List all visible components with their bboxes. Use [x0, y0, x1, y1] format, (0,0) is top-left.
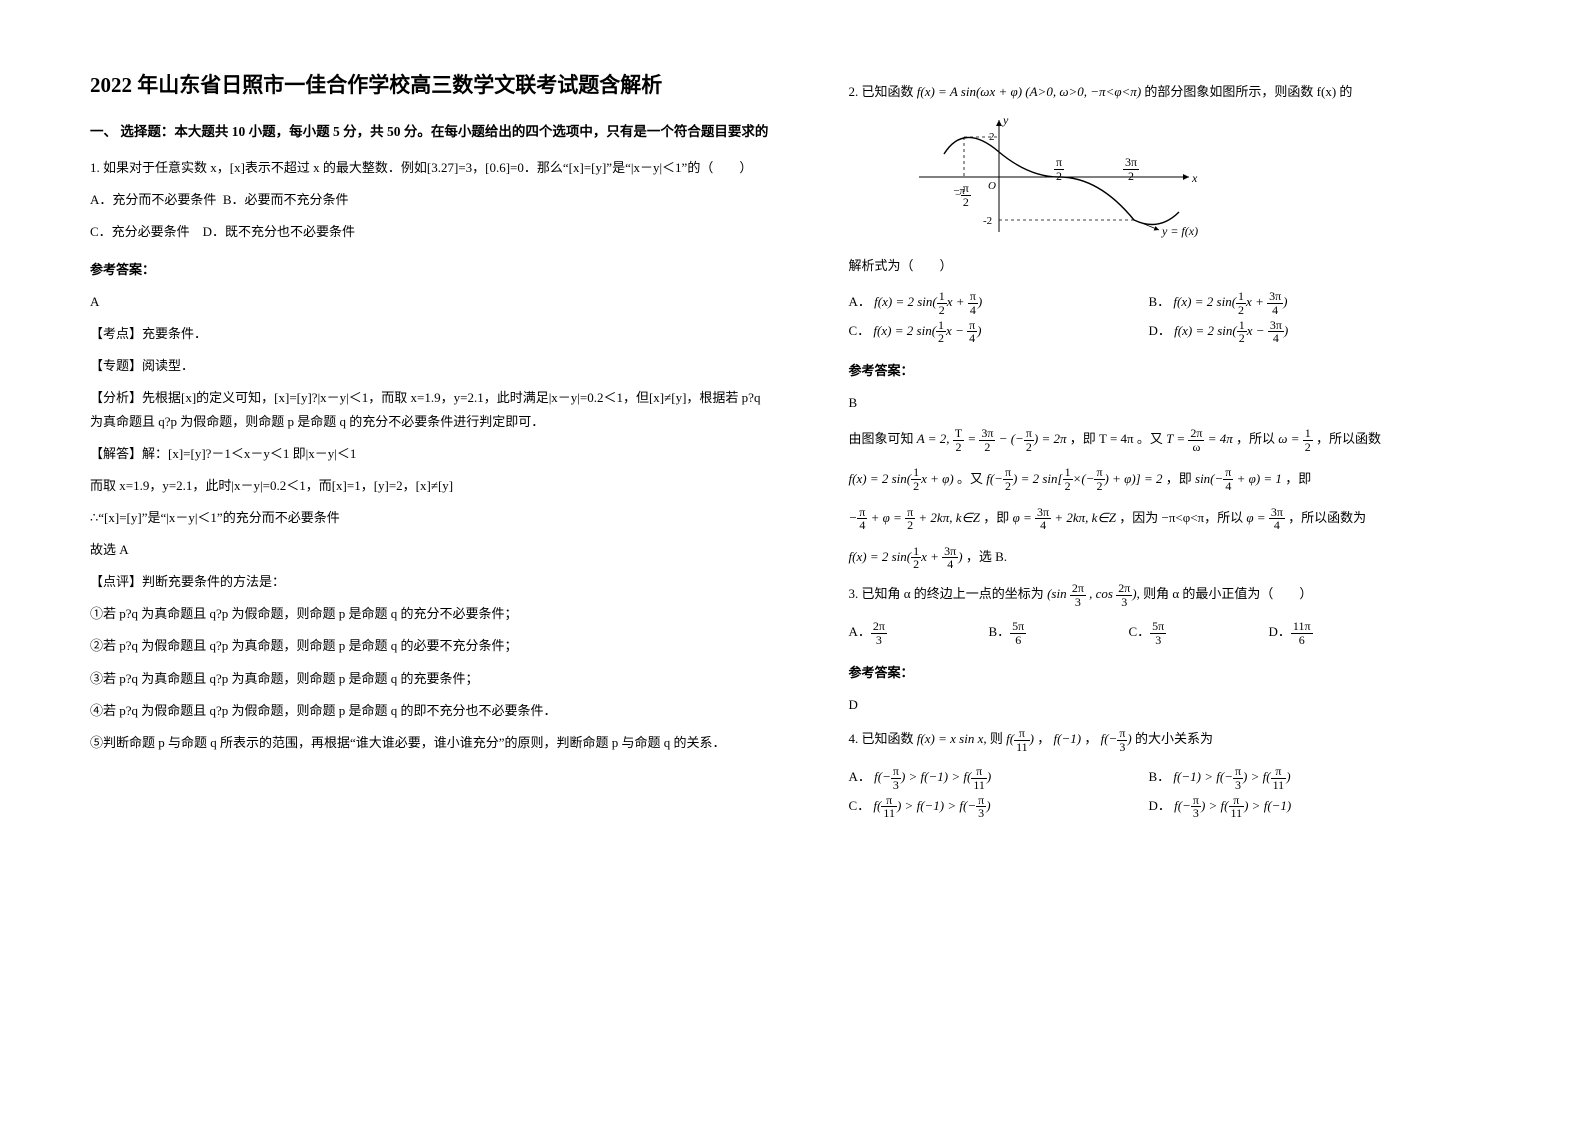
q1-jieda-4: 故选 A [90, 538, 769, 562]
q3-stem: 3. 已知角 α 的终边上一点的坐标为 (sin 2π3 , cos 2π3),… [849, 582, 1528, 608]
q3-opt-d: D．11π6 [1269, 618, 1369, 647]
q1-dp-2: ②若 p?q 为假命题且 q?p 为真命题，则命题 p 是命题 q 的必要不充分… [90, 634, 769, 658]
q4-stem-mid: 则 [990, 731, 1006, 746]
q2-w2f: ，即 [1285, 471, 1311, 486]
q2-graph-svg: y x O −π −π2 π2 3π2 2 -2 [909, 112, 1209, 242]
q1-jieda-3: ∴“[x]=[y]”是“|x－y|＜1”的充分而不必要条件 [90, 506, 769, 530]
q1-options-row2: C．充分必要条件 D．既不充分也不必要条件 [90, 220, 769, 244]
q2-opt-a: A． f(x) = 2 sin(12x + π4) [849, 288, 1109, 317]
q4-opt-b: B． f(−1) > f(−π3) > f(π11) [1149, 763, 1409, 792]
q2-w3d: ，因为 −π<φ<π，所以 [1119, 510, 1246, 525]
q2-work-3: −π4 + φ = π2 + 2kπ, k∈Z ，即 φ = 3π4 + 2kπ… [849, 502, 1528, 533]
q2-w1g: ，所以函数 [1316, 431, 1381, 446]
q3-options: A．2π3 B．5π6 C．5π3 D．11π6 [849, 618, 1528, 647]
q1-opt-a: A．充分而不必要条件 [90, 192, 216, 207]
q2-w4b: ，选 B. [966, 549, 1007, 564]
q4-opt-d: D． f(−π3) > f(π11) > f(−1) [1149, 792, 1409, 821]
q1-options-row1: A．充分而不必要条件 B．必要而不充分条件 [90, 188, 769, 212]
q1-opt-c: C．充分必要条件 [90, 224, 190, 239]
q2-w2d: ，即 [1166, 471, 1195, 486]
q1-jieda-1: 【解答】解：[x]=[y]?－1＜x－y＜1 即|x－y|＜1 [90, 442, 769, 466]
q2-stem-pre: 2. 已知函数 [849, 84, 917, 99]
q2-stem: 2. 已知函数 f(x) = A sin(ωx + φ) (A>0, ω>0, … [849, 80, 1528, 104]
left-column: 2022 年山东省日照市一佳合作学校高三数学文联考试题含解析 一、 选择题：本大… [90, 70, 809, 1092]
q1-jieda-2: 而取 x=1.9，y=2.1，此时|x－y|=0.2＜1，而[x]=1，[y]=… [90, 474, 769, 498]
q2-answer: B [849, 391, 1528, 415]
q1-dianping: 【点评】判断充要条件的方法是： [90, 570, 769, 594]
q3-stem-pre: 3. 已知角 α 的终边上一点的坐标为 [849, 586, 1048, 601]
x-axis-label: x [1191, 171, 1198, 185]
origin-label: O [988, 180, 996, 192]
q3-stem-post: 则角 α 的最小正值为（ ） [1143, 586, 1312, 601]
q4-opt-c: C． f(π11) > f(−1) > f(−π3) [849, 792, 1109, 821]
q1-opt-b: B．必要而不充分条件 [223, 192, 349, 207]
q4-stem-pre: 4. 已知函数 [849, 731, 917, 746]
y-axis-label: y [1002, 113, 1009, 127]
page: 2022 年山东省日照市一佳合作学校高三数学文联考试题含解析 一、 选择题：本大… [0, 0, 1587, 1122]
y-tick-neg2: -2 [983, 215, 992, 227]
q1-dp-5: ⑤判断命题 p 与命题 q 所表示的范围，再根据“谁大谁必要，谁小谁充分”的原则… [90, 731, 769, 755]
q4-stem-post: 的大小关系为 [1135, 731, 1213, 746]
q1-dp-3: ③若 p?q 为真命题且 q?p 为真命题，则命题 p 是命题 q 的充要条件； [90, 667, 769, 691]
q2-work-4: f(x) = 2 sin(12x + 3π4) ，选 B. [849, 541, 1528, 572]
q2-w1e: ，所以 [1236, 431, 1278, 446]
q1-opt-d: D．既不充分也不必要条件 [203, 224, 355, 239]
q2-w2b: 。又 [957, 471, 986, 486]
page-title: 2022 年山东省日照市一佳合作学校高三数学文联考试题含解析 [90, 70, 769, 102]
q1-zhuanti: 【专题】阅读型． [90, 354, 769, 378]
q3-opt-b: B．5π6 [989, 618, 1089, 647]
q4-opt-a: A． f(−π3) > f(−1) > f(π11) [849, 763, 1109, 792]
q2-opt-b: B． f(x) = 2 sin(12x + 3π4) [1149, 288, 1409, 317]
q1-answer: A [90, 290, 769, 314]
q2-options: A． f(x) = 2 sin(12x + π4) B． f(x) = 2 si… [849, 288, 1528, 345]
q1-dp-4: ④若 p?q 为假命题且 q?p 为假命题，则命题 p 是命题 q 的即不充分也… [90, 699, 769, 723]
q1-fenxi: 【分析】先根据[x]的定义可知，[x]=[y]?|x－y|＜1，而取 x=1.9… [90, 386, 769, 434]
q3-answer: D [849, 693, 1528, 717]
q1-dp-1: ①若 p?q 为真命题且 q?p 为假命题，则命题 p 是命题 q 的充分不必要… [90, 602, 769, 626]
q1-answer-heading: 参考答案： [90, 258, 769, 282]
q2-w3b: ，即 [983, 510, 1012, 525]
q4-stem: 4. 已知函数 f(x) = x sin x, 则 f(π11) ， f(−1)… [849, 727, 1528, 753]
q2-work-1: 由图象可知 A = 2, T2 = 3π2 − (−π2) = 2π ，即 T … [849, 423, 1528, 454]
q2-stem-post: 的部分图象如图所示，则函数 f(x) 的 [1144, 84, 1352, 99]
q2-graph: y x O −π −π2 π2 3π2 2 -2 [909, 112, 1528, 246]
q2-stem-end: 解析式为（ ） [849, 254, 1528, 278]
q2-w1a: 由图象可知 [849, 431, 917, 446]
right-column: 2. 已知函数 f(x) = A sin(ωx + φ) (A>0, ω>0, … [809, 70, 1528, 1092]
q2-opt-c: C． f(x) = 2 sin(12x − π4) [849, 317, 1109, 346]
section-1-heading: 一、 选择题：本大题共 10 小题，每小题 5 分，共 50 分。在每小题给出的… [90, 122, 769, 142]
q4-options: A． f(−π3) > f(−1) > f(π11) B． f(−1) > f(… [849, 763, 1528, 820]
q3-answer-heading: 参考答案： [849, 661, 1528, 685]
q3-opt-c: C．5π3 [1129, 618, 1229, 647]
q1-stem: 1. 如果对于任意实数 x，[x]表示不超过 x 的最大整数．例如[3.27]=… [90, 156, 769, 180]
q3-opt-a: A．2π3 [849, 618, 949, 647]
q2-w1c: ，即 T = 4π 。又 [1070, 431, 1166, 446]
q1-kaodian: 【考点】充要条件． [90, 322, 769, 346]
q2-stem-fn: f(x) = A sin(ωx + φ) (A>0, ω>0, −π<φ<π) [917, 84, 1141, 99]
q2-work-2: f(x) = 2 sin(12x + φ) 。又 f(−π2) = 2 sin[… [849, 463, 1528, 494]
q2-opt-d: D． f(x) = 2 sin(12x − 3π4) [1149, 317, 1409, 346]
q2-w3f: ，所以函数为 [1288, 510, 1366, 525]
q2-answer-heading: 参考答案： [849, 359, 1528, 383]
curve-label: y = f(x) [1161, 224, 1198, 238]
